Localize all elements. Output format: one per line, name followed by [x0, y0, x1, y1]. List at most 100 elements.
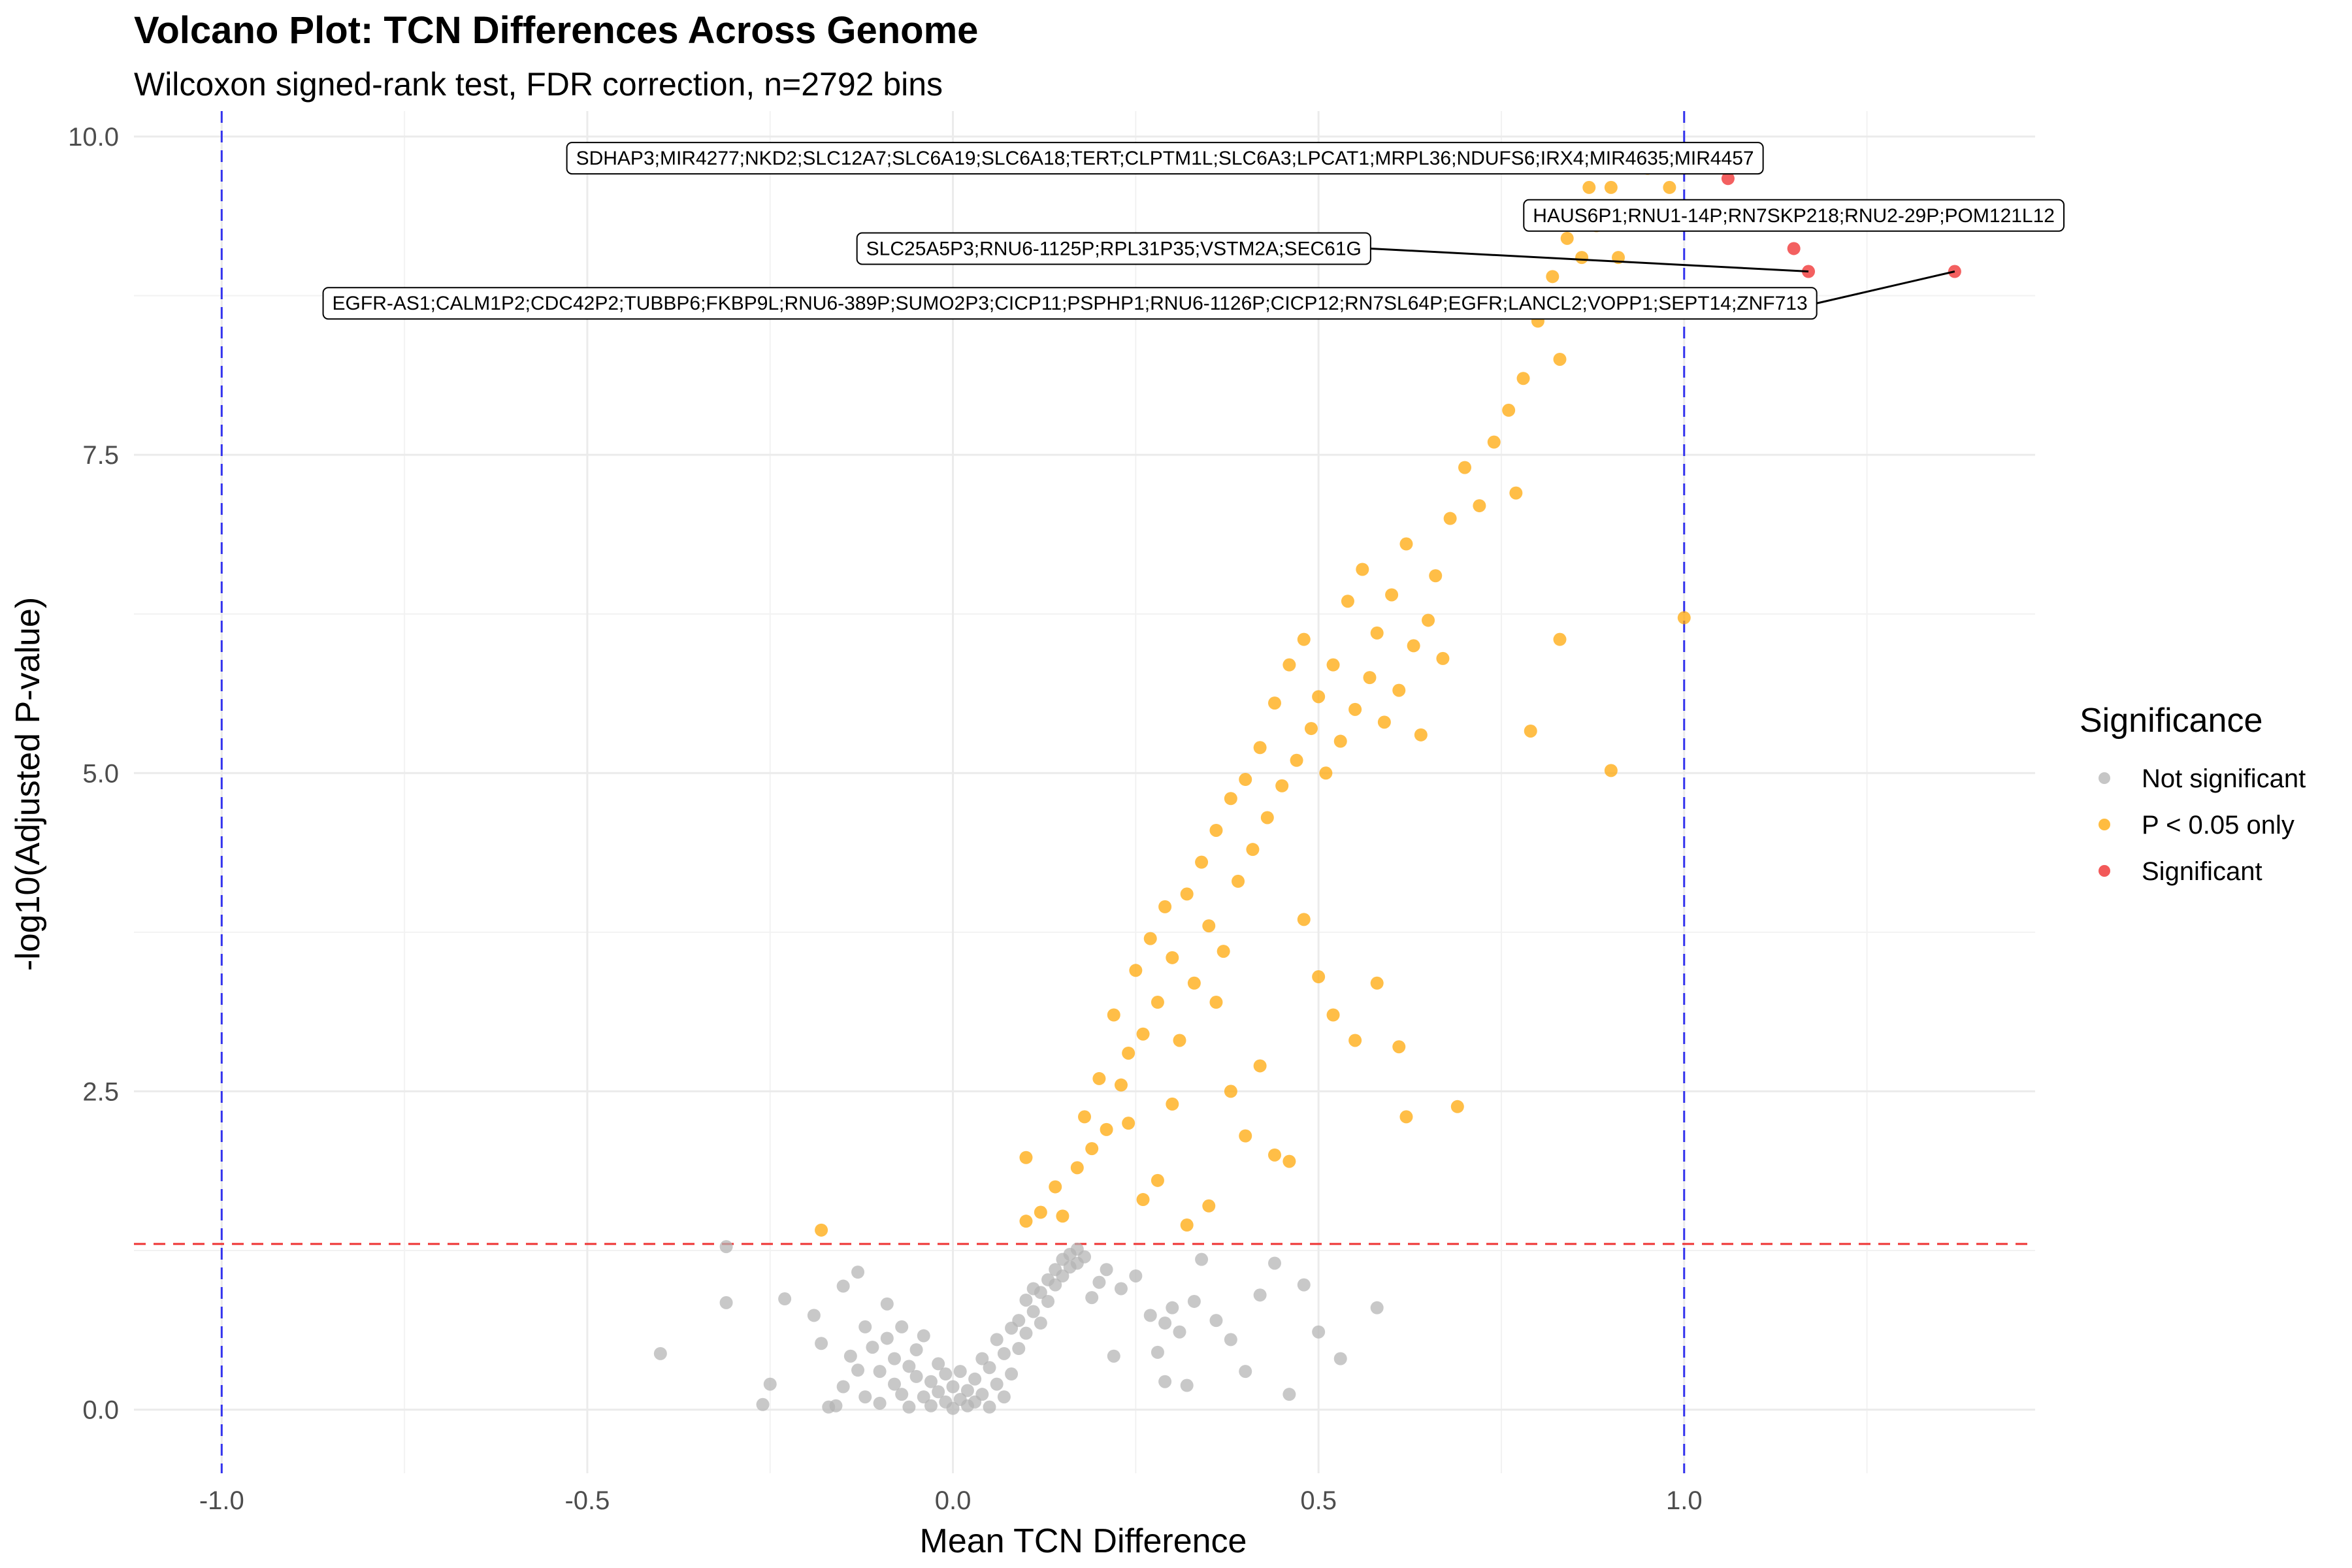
x-axis-title: Mean TCN Difference — [920, 1522, 1247, 1560]
data-point — [1034, 1316, 1047, 1330]
data-point — [1363, 671, 1377, 685]
data-point — [1078, 1250, 1091, 1264]
data-point — [1282, 1388, 1296, 1401]
data-point — [1546, 270, 1560, 284]
data-point — [1122, 1117, 1135, 1130]
data-point — [1348, 702, 1362, 716]
legend-title: Significance — [2080, 702, 2262, 740]
data-point — [917, 1390, 930, 1404]
data-point — [902, 1400, 916, 1414]
data-point — [909, 1369, 923, 1383]
data-point — [1436, 651, 1450, 665]
data-point — [1026, 1305, 1040, 1318]
annotation-text: SDHAP3;MIR4277;NKD2;SLC12A7;SLC6A19;SLC6… — [576, 148, 1754, 169]
annotation-label: HAUS6P1;RNU1-14P;RN7SKP218;RNU2-29P;POM1… — [1523, 199, 2065, 232]
reference-lines — [134, 111, 2035, 1473]
legend-key-p-only — [2099, 819, 2110, 830]
data-point — [1312, 1325, 1326, 1339]
data-point — [997, 1347, 1011, 1360]
data-point — [1297, 1278, 1311, 1292]
data-point — [968, 1372, 982, 1386]
data-point — [1370, 976, 1384, 990]
data-point — [1312, 970, 1326, 984]
data-point — [1370, 1301, 1384, 1315]
data-point — [1319, 766, 1333, 780]
data-point — [1217, 945, 1230, 958]
data-point — [1143, 1309, 1157, 1322]
data-point — [1092, 1275, 1106, 1289]
data-point — [990, 1377, 1004, 1391]
data-point — [1056, 1269, 1070, 1282]
x-tick-label: 1.0 — [1666, 1486, 1703, 1515]
data-point — [909, 1343, 923, 1356]
data-point — [960, 1384, 974, 1397]
data-point — [1429, 569, 1443, 583]
annotation-box — [1523, 199, 2065, 232]
data-point — [1721, 172, 1735, 186]
data-point — [1012, 1314, 1026, 1328]
data-point — [1246, 843, 1260, 857]
data-point — [843, 1349, 857, 1363]
data-point — [1078, 1110, 1091, 1124]
data-point — [1450, 1100, 1464, 1113]
data-point — [1414, 728, 1428, 742]
data-point — [719, 1296, 733, 1309]
data-point — [1268, 1148, 1281, 1162]
data-point — [895, 1388, 909, 1401]
data-point — [1333, 734, 1347, 748]
data-point — [1195, 855, 1209, 869]
data-point — [1100, 1263, 1113, 1277]
data-point — [975, 1388, 989, 1401]
data-point — [1019, 1151, 1033, 1164]
data-point — [1107, 1349, 1120, 1363]
data-point — [1377, 715, 1391, 729]
data-point — [1787, 242, 1801, 255]
data-point — [1341, 595, 1354, 608]
data-point — [1085, 1142, 1099, 1156]
data-point — [1239, 773, 1252, 787]
data-point — [1282, 658, 1296, 672]
data-point — [1422, 613, 1435, 627]
data-point — [1268, 696, 1281, 710]
legend-key-not-significant — [2099, 772, 2110, 784]
data-point — [1195, 1252, 1209, 1266]
data-point — [902, 1360, 916, 1373]
data-point — [1663, 180, 1676, 194]
data-point — [873, 1396, 887, 1410]
data-point — [1085, 1291, 1099, 1305]
data-point — [719, 1240, 733, 1254]
data-point — [1604, 180, 1618, 194]
annotation-text: HAUS6P1;RNU1-14P;RN7SKP218;RNU2-29P;POM1… — [1533, 205, 2055, 227]
data-point — [1509, 486, 1523, 500]
data-point — [1100, 1122, 1113, 1136]
y-tick-label: 5.0 — [82, 759, 119, 788]
y-axis-ticks: 0.0 2.5 5.0 7.5 10.0 — [68, 123, 119, 1425]
y-axis-title: -log10(Adjusted P-value) — [9, 597, 47, 971]
data-point — [1407, 639, 1420, 653]
data-point — [1166, 1097, 1179, 1111]
annotation-box — [322, 287, 1818, 320]
data-point — [1239, 1129, 1252, 1143]
x-tick-label: -0.5 — [564, 1486, 610, 1515]
data-point — [932, 1385, 945, 1399]
data-point — [1202, 919, 1216, 933]
data-point — [1560, 231, 1574, 245]
data-point — [924, 1375, 938, 1388]
data-point — [807, 1309, 821, 1322]
data-point — [1019, 1326, 1033, 1340]
data-point — [1392, 683, 1406, 697]
y-tick-label: 2.5 — [82, 1077, 119, 1106]
data-point — [1049, 1278, 1062, 1292]
data-point — [895, 1320, 909, 1333]
data-point — [1187, 976, 1201, 990]
legend-label-p-only: P < 0.05 only — [2142, 811, 2295, 840]
data-point — [1187, 1294, 1201, 1308]
data-point — [1041, 1294, 1055, 1308]
data-point — [1356, 563, 1369, 576]
data-point — [1056, 1209, 1070, 1223]
data-point — [1385, 588, 1399, 602]
data-point — [1290, 753, 1303, 767]
data-point — [778, 1292, 792, 1306]
data-point — [1253, 1288, 1267, 1302]
data-point — [866, 1341, 879, 1354]
